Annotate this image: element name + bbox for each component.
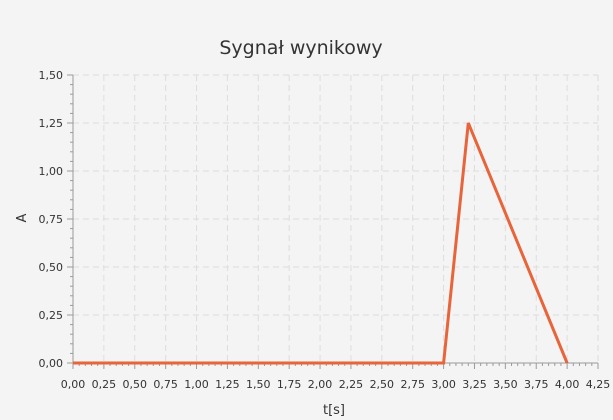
- chart-title: Sygnał wynikowy: [219, 37, 382, 59]
- y-tick-label: 0,75: [39, 213, 64, 226]
- x-tick-label: 4,00: [555, 378, 580, 391]
- grid: [73, 74, 599, 363]
- x-tick-label: 0,25: [92, 378, 117, 391]
- x-tick-label: 2,25: [339, 378, 364, 391]
- x-tick-label: 0,00: [61, 378, 86, 391]
- series-line: [73, 122, 569, 365]
- x-tick-label: 0,50: [123, 378, 148, 391]
- x-tick-label: 1,75: [277, 378, 302, 391]
- series-layer: [72, 122, 569, 365]
- y-tick-label: 0,25: [39, 309, 64, 322]
- y-tick-label: 1,50: [39, 69, 64, 82]
- x-axis-label: t[s]: [323, 403, 345, 418]
- x-tick-label: 4,25: [586, 378, 611, 391]
- y-tick-label: 0,00: [39, 357, 64, 370]
- x-tick-label: 0,75: [153, 378, 178, 391]
- x-tick-label: 1,00: [184, 378, 209, 391]
- x-tick-label: 3,75: [524, 378, 549, 391]
- x-tick-label: 3,50: [493, 378, 518, 391]
- y-tick-label: 0,50: [39, 261, 64, 274]
- x-tick-label: 2,75: [400, 378, 425, 391]
- x-tick-label: 3,25: [462, 378, 487, 391]
- tick-labels: 0,00 0,25 0,50 0,75 1,00 1,25 1,50 1,75 2,00 2,25…: [39, 69, 611, 391]
- x-tick-label: 2,00: [308, 378, 333, 391]
- y-axis-label: A: [15, 213, 30, 222]
- y-tick-label: 1,00: [39, 165, 64, 178]
- x-tick-label: 1,25: [215, 378, 240, 391]
- axes: [67, 74, 599, 369]
- x-tick-label: 2,50: [370, 378, 395, 391]
- y-tick-label: 1,25: [39, 117, 64, 130]
- x-tick-label: 1,50: [246, 378, 271, 391]
- x-tick-label: 3,00: [431, 378, 456, 391]
